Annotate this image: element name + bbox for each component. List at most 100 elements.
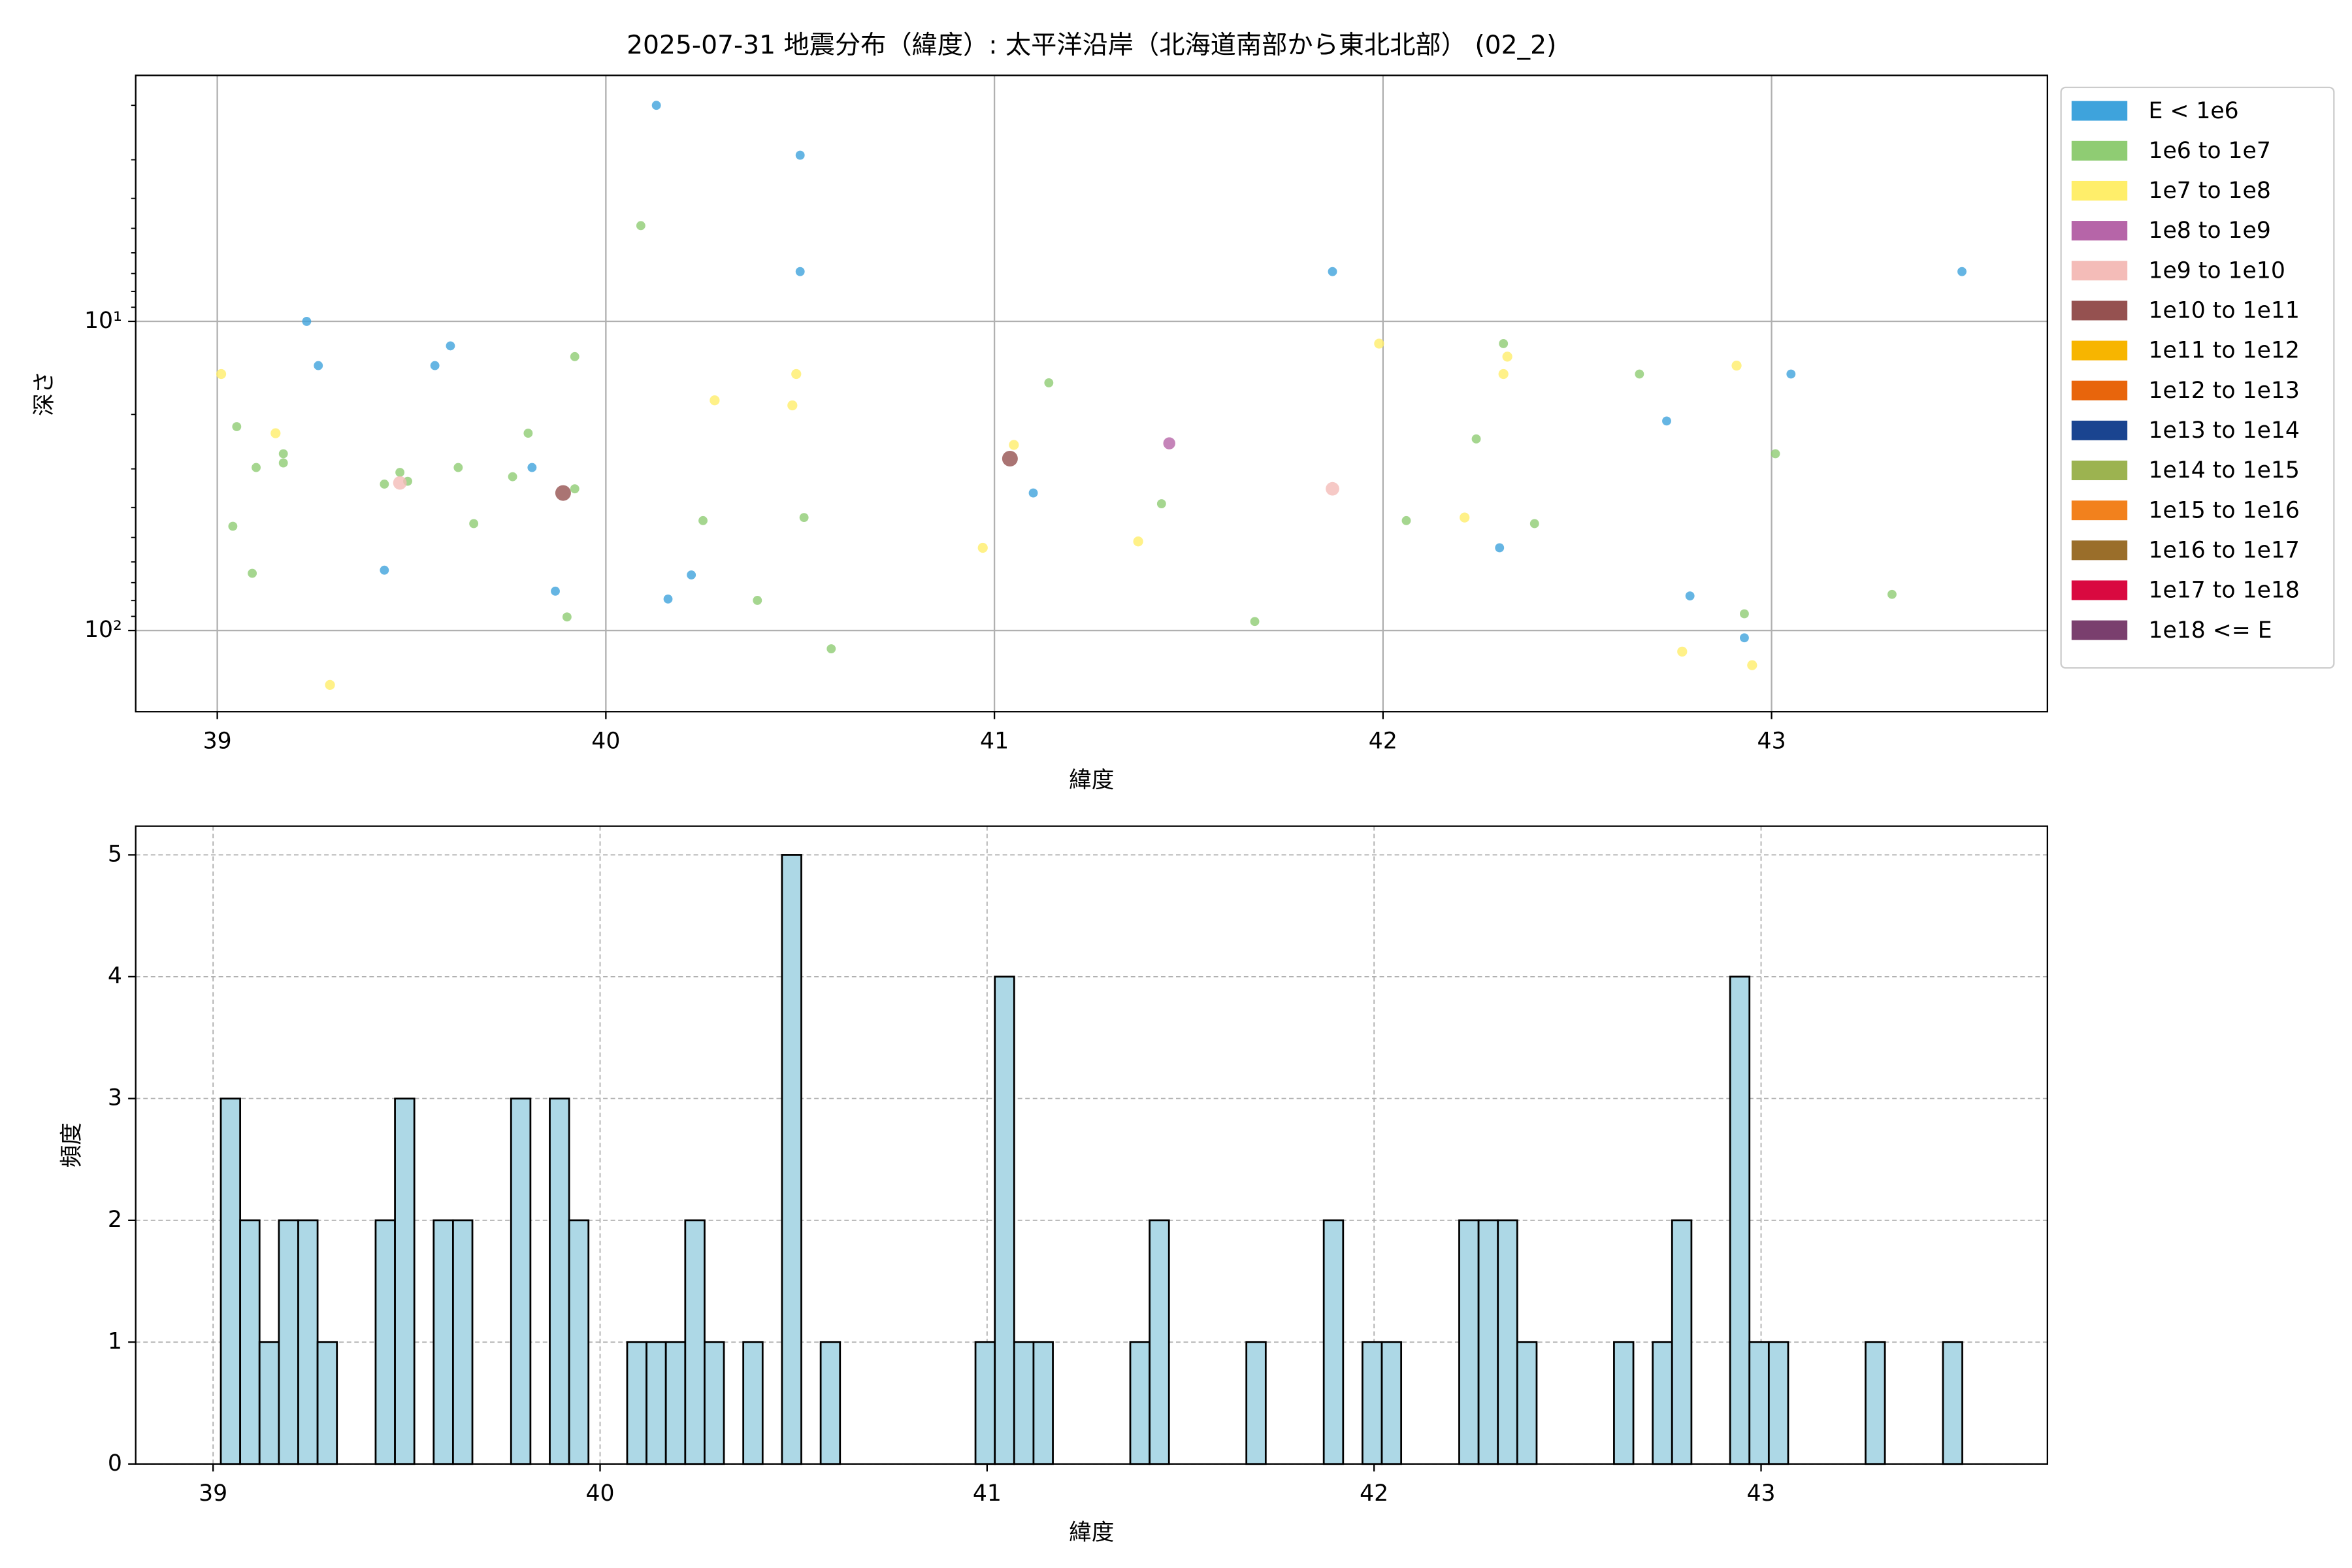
- x-tick-label: 40: [591, 728, 620, 754]
- data-point: [977, 542, 988, 553]
- data-point: [1163, 437, 1175, 449]
- bar: [1613, 1341, 1635, 1465]
- bar: [1129, 1341, 1151, 1465]
- bar: [374, 1219, 396, 1465]
- data-point: [252, 463, 261, 472]
- data-point: [270, 428, 281, 438]
- legend-label: 1e12 to 1e13: [2148, 378, 2299, 404]
- bar: [994, 975, 1015, 1465]
- data-point: [1635, 369, 1644, 379]
- legend-label: 1e16 to 1e17: [2148, 537, 2299, 563]
- bar: [1652, 1341, 1673, 1465]
- data-point: [228, 521, 238, 531]
- x-tick-label: 42: [1369, 728, 1397, 754]
- bar: [1516, 1341, 1538, 1465]
- plot-frame: [135, 74, 2048, 713]
- data-point: [302, 317, 312, 326]
- legend-swatch: [2071, 180, 2128, 201]
- bar: [510, 1097, 532, 1465]
- bar: [316, 1341, 338, 1465]
- bar: [239, 1219, 261, 1465]
- data-point: [710, 395, 720, 406]
- data-point: [314, 361, 323, 370]
- bar: [1149, 1219, 1170, 1465]
- data-point: [395, 468, 405, 478]
- x-axis-label: 緯度: [1069, 1520, 1114, 1546]
- bar: [645, 1341, 667, 1465]
- data-point: [1401, 515, 1411, 525]
- y-tick-label: 3: [108, 1085, 122, 1111]
- data-point: [1495, 543, 1505, 553]
- legend-label: 1e7 to 1e8: [2148, 178, 2270, 204]
- data-point: [380, 565, 389, 575]
- data-point: [1740, 633, 1749, 643]
- legend-label: 1e6 to 1e7: [2148, 138, 2270, 164]
- data-point: [1250, 617, 1260, 627]
- data-point: [469, 519, 479, 529]
- y-tick-label: 2: [108, 1207, 122, 1233]
- data-point: [651, 101, 661, 110]
- data-point: [1028, 488, 1038, 498]
- legend-swatch: [2071, 261, 2128, 281]
- bar: [258, 1341, 280, 1465]
- legend-swatch: [2071, 580, 2128, 600]
- data-point: [1009, 440, 1019, 450]
- data-point: [527, 463, 537, 472]
- data-point: [791, 368, 802, 380]
- bar: [704, 1341, 725, 1465]
- legend-label: 1e9 to 1e10: [2148, 257, 2285, 284]
- y-axis-label: 深さ: [31, 371, 57, 416]
- legend-swatch: [2071, 500, 2128, 521]
- legend-swatch: [2071, 540, 2128, 561]
- y-tick-label: 5: [108, 841, 122, 867]
- data-point: [795, 267, 805, 276]
- legend-label: 1e18 <= E: [2148, 617, 2272, 644]
- bar: [1767, 1341, 1789, 1465]
- bar: [433, 1219, 454, 1465]
- x-tick-label: 41: [980, 728, 1009, 754]
- bar: [1245, 1341, 1267, 1465]
- bar: [394, 1097, 416, 1465]
- data-point: [1460, 512, 1470, 523]
- bar: [742, 1341, 764, 1465]
- data-point: [232, 422, 242, 431]
- data-point: [325, 679, 335, 690]
- data-point: [1529, 519, 1539, 529]
- legend-swatch: [2071, 301, 2128, 321]
- data-point: [523, 429, 533, 438]
- data-point: [787, 400, 798, 411]
- plot-frame: [135, 825, 2048, 1465]
- legend-label: E < 1e6: [2148, 98, 2238, 124]
- data-point: [636, 221, 645, 231]
- legend-swatch: [2071, 340, 2128, 361]
- legend-label: 1e17 to 1e18: [2148, 578, 2299, 604]
- y-tick-label: 10¹: [84, 308, 122, 334]
- bar: [297, 1219, 319, 1465]
- data-point: [570, 484, 580, 494]
- legend-label: 1e14 to 1e15: [2148, 457, 2299, 483]
- bar: [1380, 1341, 1403, 1465]
- bar: [819, 1341, 841, 1465]
- data-point: [453, 463, 463, 472]
- bar: [974, 1341, 996, 1465]
- data-point: [1677, 646, 1688, 657]
- data-point: [1326, 482, 1339, 496]
- data-point: [1471, 434, 1481, 444]
- data-point: [216, 368, 227, 380]
- y-tick-label: 10²: [84, 617, 122, 643]
- legend-label: 1e13 to 1e14: [2148, 417, 2299, 444]
- legend-swatch: [2071, 221, 2128, 241]
- legend-swatch: [2071, 380, 2128, 400]
- data-point: [687, 570, 696, 580]
- data-point: [799, 513, 809, 523]
- data-point: [508, 472, 517, 482]
- data-point: [446, 341, 455, 351]
- bar: [1322, 1219, 1345, 1465]
- data-point: [1156, 499, 1166, 508]
- legend-label: 1e10 to 1e11: [2148, 298, 2299, 324]
- bar: [664, 1341, 687, 1465]
- legend-swatch: [2071, 101, 2128, 121]
- bar: [1748, 1341, 1770, 1465]
